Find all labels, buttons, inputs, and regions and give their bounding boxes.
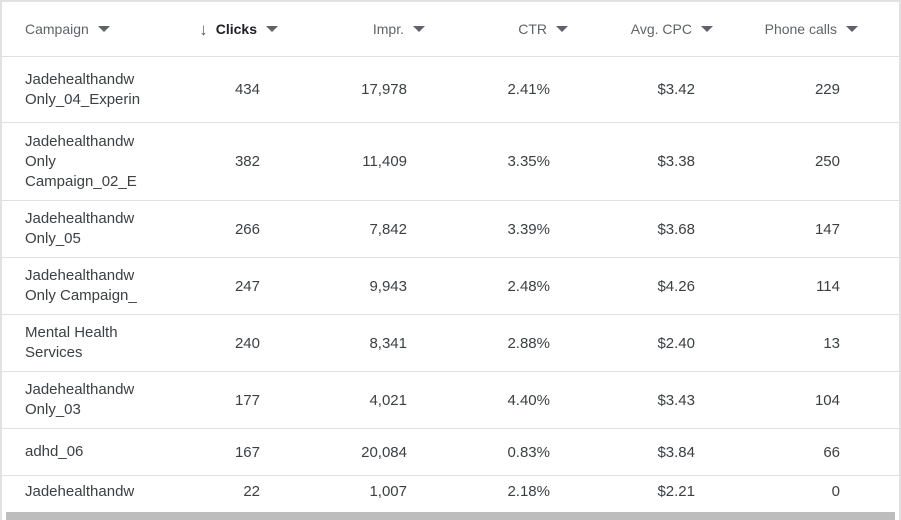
- phone-calls-value: 66: [823, 443, 840, 461]
- ctr-value: 2.18%: [507, 483, 550, 500]
- phone-calls-value: 13: [823, 334, 840, 352]
- row-filler: [858, 123, 899, 200]
- phone-calls-value: 114: [816, 277, 840, 295]
- phone-calls-value: 147: [814, 220, 840, 238]
- ctr-value: 2.48%: [507, 277, 550, 295]
- campaign-name[interactable]: Jadehealthandw Only Campaign_: [25, 267, 137, 304]
- chevron-down-icon[interactable]: [266, 26, 278, 32]
- chevron-down-icon[interactable]: [556, 26, 568, 32]
- row-filler: [858, 429, 899, 475]
- avg-cpc-value: $3.84: [657, 443, 695, 461]
- table-row: Jadehealthandw Only_03 177 4,021 4.40% $…: [2, 372, 899, 429]
- campaign-name[interactable]: Jadehealthandw Only_03: [25, 381, 135, 418]
- phone-calls-value: 250: [814, 153, 840, 170]
- column-header-ctr-label: CTR: [518, 21, 547, 37]
- avg-cpc-value: $3.68: [657, 220, 695, 238]
- chevron-down-icon[interactable]: [413, 26, 425, 32]
- sort-descending-icon: ↓: [199, 19, 208, 39]
- clicks-value: 247: [234, 277, 260, 295]
- ctr-value: 4.40%: [507, 391, 550, 409]
- column-header-avg-cpc-label: Avg. CPC: [630, 21, 692, 37]
- row-filler: [858, 372, 899, 428]
- table-header-row: Campaign ↓ Clicks Impr. CTR Avg. CPC Pho…: [2, 2, 899, 57]
- avg-cpc-value: $3.42: [657, 81, 695, 98]
- table-row: Jadehealthandw Only Campaign_ 247 9,943 …: [2, 258, 899, 315]
- clicks-value: 22: [243, 483, 260, 500]
- chevron-down-icon[interactable]: [701, 26, 713, 32]
- ctr-value: 2.41%: [507, 81, 550, 98]
- table-row: adhd_06 167 20,084 0.83% $3.84 66: [2, 429, 899, 476]
- clicks-value: 382: [234, 153, 260, 170]
- table-row: Jadehealthandw Only_05 266 7,842 3.39% $…: [2, 201, 899, 258]
- ctr-value: 2.88%: [507, 334, 550, 352]
- avg-cpc-value: $2.21: [657, 483, 695, 500]
- clicks-value: 266: [234, 220, 260, 238]
- column-header-clicks-label: Clicks: [215, 21, 257, 37]
- table-row: Mental Health Services 240 8,341 2.88% $…: [2, 315, 899, 372]
- impressions-value: 11,409: [362, 153, 407, 170]
- clicks-value: 240: [234, 334, 260, 352]
- phone-calls-value: 0: [831, 483, 840, 500]
- column-header-campaign-label: Campaign: [25, 21, 89, 37]
- campaign-name[interactable]: Jadehealthandw Only_05: [25, 210, 135, 247]
- impressions-value: 20,084: [361, 443, 407, 461]
- row-filler: [858, 315, 899, 371]
- header-filler: [858, 2, 899, 56]
- phone-calls-value: 104: [814, 391, 840, 409]
- clicks-value: 177: [234, 391, 260, 409]
- column-header-phone-calls[interactable]: Phone calls: [713, 2, 858, 56]
- impressions-value: 17,978: [361, 81, 407, 98]
- table-row: Jadehealthandw Only Campaign_02_E 382 11…: [2, 123, 899, 201]
- avg-cpc-value: $2.40: [657, 334, 695, 352]
- campaign-name[interactable]: Jadehealthandw Only Campaign_02_E: [25, 132, 137, 190]
- campaign-name[interactable]: adhd_06: [25, 443, 84, 460]
- column-header-ctr[interactable]: CTR: [425, 2, 568, 56]
- column-header-clicks[interactable]: ↓ Clicks: [151, 2, 278, 56]
- column-header-impressions-label: Impr.: [372, 21, 404, 37]
- column-header-phone-calls-label: Phone calls: [764, 21, 837, 37]
- column-header-campaign[interactable]: Campaign: [2, 2, 151, 56]
- impressions-value: 4,021: [369, 391, 407, 409]
- impressions-value: 9,943: [369, 277, 407, 295]
- impressions-value: 8,341: [369, 334, 407, 352]
- row-filler: [858, 258, 899, 314]
- row-filler: [858, 201, 899, 257]
- avg-cpc-value: $3.38: [657, 153, 695, 170]
- impressions-value: 7,842: [369, 220, 407, 238]
- horizontal-scrollbar[interactable]: [6, 512, 895, 520]
- campaign-name[interactable]: Mental Health Services: [25, 324, 118, 361]
- ctr-value: 0.83%: [507, 443, 550, 461]
- column-header-impressions[interactable]: Impr.: [278, 2, 425, 56]
- avg-cpc-value: $4.26: [657, 277, 695, 295]
- campaign-name[interactable]: Jadehealthandw: [25, 483, 135, 500]
- ctr-value: 3.39%: [507, 220, 550, 238]
- column-header-avg-cpc[interactable]: Avg. CPC: [568, 2, 713, 56]
- table-row: Jadehealthandw Only_04_Experin 434 17,97…: [2, 57, 899, 123]
- campaign-name[interactable]: Jadehealthandw Only_04_Experin: [25, 70, 141, 108]
- chevron-down-icon[interactable]: [97, 26, 110, 32]
- impressions-value: 1,007: [369, 483, 407, 500]
- phone-calls-value: 229: [814, 81, 840, 98]
- clicks-value: 434: [234, 81, 260, 98]
- avg-cpc-value: $3.43: [657, 391, 695, 409]
- chevron-down-icon[interactable]: [846, 26, 858, 32]
- clicks-value: 167: [234, 443, 260, 461]
- ctr-value: 3.35%: [507, 153, 550, 170]
- row-filler: [858, 57, 899, 122]
